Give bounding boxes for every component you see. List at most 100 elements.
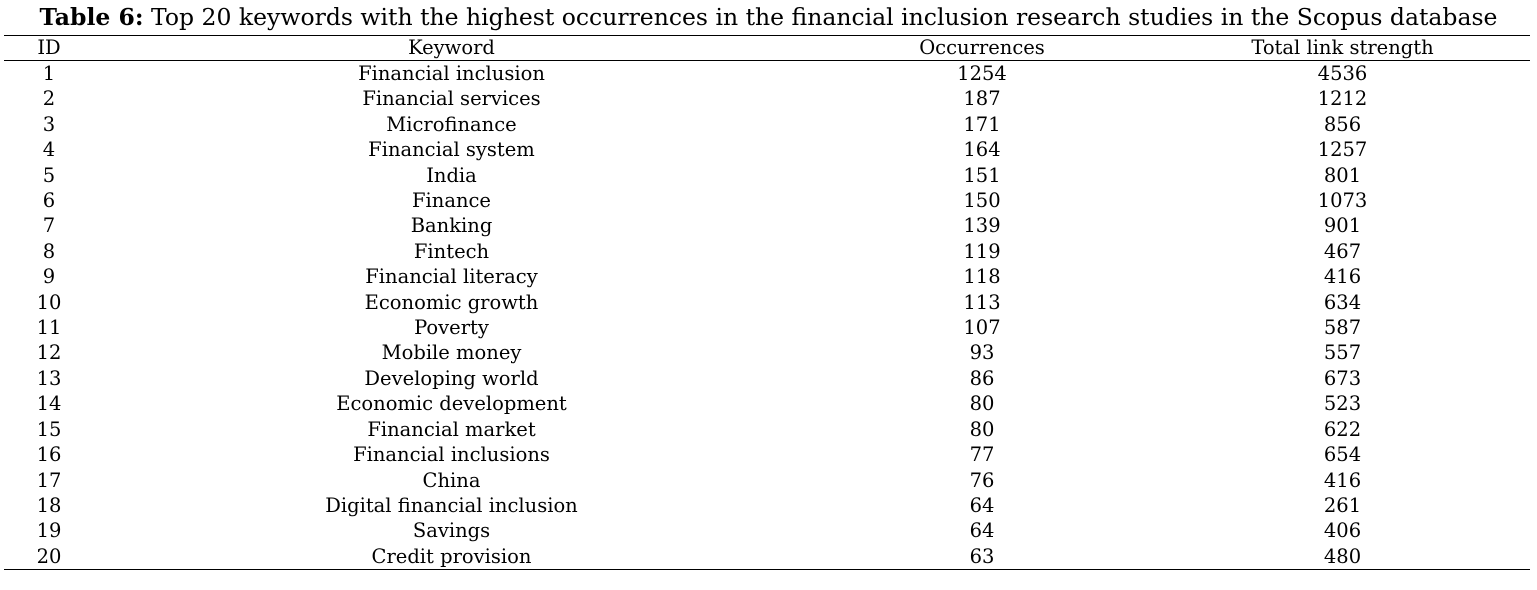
cell-id: 1 [42,62,56,85]
cell-keyword: Economic development [336,392,567,416]
cell-keyword: China [422,468,481,492]
cell-id: 3 [42,112,56,136]
table-row: 7 Banking 139 901 [4,213,1530,238]
cell-id: 19 [36,519,62,543]
header-total-link-strength: Total link strength [1155,35,1530,61]
cell-keyword: Fintech [413,239,490,263]
cell-keyword: Economic growth [364,290,539,314]
table-row: 9 Financial literacy 118 416 [4,264,1530,289]
cell-total-link-strength: 901 [1323,214,1362,238]
cell-total-link-strength: 416 [1323,265,1362,289]
cell-occurrences: 119 [963,239,1001,263]
table-row: 16 Financial inclusions 77 654 [4,442,1530,467]
cell-keyword: Financial market [367,417,536,441]
cell-id: 5 [42,163,56,187]
cell-keyword: Savings [412,519,491,543]
cell-id: 11 [36,316,62,340]
cell-occurrences: 150 [963,189,1001,213]
cell-keyword: Finance [412,189,491,213]
table-row: 3 Microfinance 171 856 [4,112,1530,137]
table-caption-text: Top 20 keywords with the highest occurre… [151,3,1498,31]
cell-id: 13 [36,366,62,390]
cell-occurrences: 64 [969,519,995,543]
cell-id: 7 [42,214,56,238]
table-row: 12 Mobile money 93 557 [4,340,1530,365]
cell-occurrences: 63 [809,543,1155,571]
cell-total-link-strength: 557 [1323,341,1362,365]
cell-total-link-strength: 856 [1323,112,1362,136]
cell-id: 15 [36,417,62,441]
cell-total-link-strength: 622 [1323,417,1362,441]
cell-total-link-strength: 801 [1323,163,1362,187]
cell-keyword: Microfinance [386,112,517,136]
cell-total-link-strength: 587 [1323,316,1362,340]
cell-id: 17 [36,468,62,492]
cell-id: 12 [36,341,62,365]
table-row: 19 Savings 64 406 [4,518,1530,543]
cell-keyword: Developing world [364,366,539,390]
table-row: 10 Economic growth 113 634 [4,290,1530,315]
cell-id: 8 [42,239,56,263]
cell-occurrences: 80 [969,417,995,441]
cell-occurrences: 164 [963,138,1001,162]
cell-id: 16 [36,443,62,467]
cell-total-link-strength: 467 [1323,239,1362,263]
table-row: 11 Poverty 107 587 [4,315,1530,340]
table-row: 15 Financial market 80 622 [4,417,1530,442]
table-body: 1 Financial inclusion 1254 4536 2 Financial s… [4,61,1530,571]
cell-occurrences: 86 [969,366,995,390]
cell-occurrences: 93 [969,341,995,365]
cell-keyword: India [426,163,477,187]
cell-occurrences: 1254 [957,62,1007,85]
cell-keyword: Financial inclusion [358,62,545,85]
header-row: ID Keyword Occurrences Total link streng… [4,35,1530,61]
cell-total-link-strength: 261 [1323,493,1362,517]
cell-id: 14 [36,392,62,416]
table-row: 8 Fintech 119 467 [4,239,1530,264]
cell-id: 9 [42,265,56,289]
table-caption-label: Table 6: [39,3,144,31]
cell-occurrences: 171 [963,112,1001,136]
header-occurrences: Occurrences [809,35,1155,61]
cell-keyword: Banking [410,214,493,238]
cell-total-link-strength: 1212 [1317,87,1368,111]
cell-occurrences: 113 [963,290,1001,314]
table-row: 6 Finance 150 1073 [4,188,1530,213]
table-row: 18 Digital financial inclusion 64 261 [4,493,1530,518]
table-row: 13 Developing world 86 673 [4,366,1530,391]
table-row: 5 India 151 801 [4,163,1530,188]
cell-id: 4 [42,138,56,162]
cell-id: 6 [42,189,56,213]
keyword-table: ID Keyword Occurrences Total link streng… [4,35,1530,571]
keyword-table-container: ID Keyword Occurrences Total link streng… [4,35,1530,571]
cell-total-link-strength: 654 [1323,443,1362,467]
cell-occurrences: 77 [969,443,995,467]
table-row: 4 Financial system 164 1257 [4,137,1530,162]
cell-total-link-strength: 523 [1323,392,1362,416]
cell-id: 18 [36,493,62,517]
cell-keyword: Digital financial inclusion [325,493,578,517]
cell-total-link-strength: 406 [1323,519,1362,543]
cell-keyword: Financial inclusions [353,443,550,467]
cell-keyword: Financial services [362,87,541,111]
table-row: 20 Credit provision 63 480 [4,543,1530,571]
cell-total-link-strength: 673 [1323,366,1362,390]
cell-occurrences: 139 [963,214,1001,238]
cell-total-link-strength: 4536 [1317,62,1368,85]
cell-occurrences: 107 [963,316,1001,340]
cell-id: 2 [42,87,56,111]
cell-occurrences: 64 [969,493,995,517]
cell-id: 20 [4,543,94,571]
table-header: ID Keyword Occurrences Total link streng… [4,35,1530,61]
cell-occurrences: 151 [963,163,1001,187]
cell-occurrences: 187 [963,87,1001,111]
table-row: 14 Economic development 80 523 [4,391,1530,416]
cell-keyword: Poverty [414,316,489,340]
table-row: 1 Financial inclusion 1254 4536 [4,61,1530,87]
cell-total-link-strength: 634 [1323,290,1362,314]
cell-occurrences: 80 [969,392,995,416]
cell-total-link-strength: 480 [1155,543,1530,571]
header-id: ID [4,35,94,61]
header-keyword: Keyword [94,35,809,61]
cell-occurrences: 76 [969,468,995,492]
